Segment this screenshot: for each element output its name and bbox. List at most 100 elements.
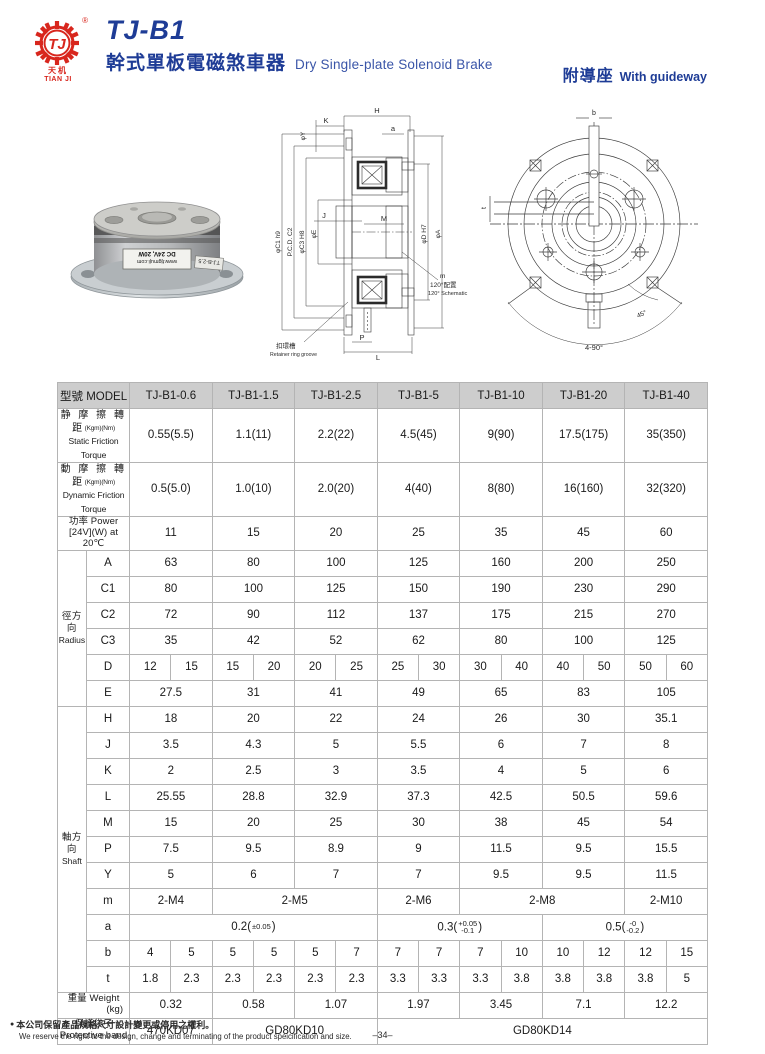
cell-weight-6: 12.2: [624, 991, 708, 1019]
cell-dynamic-5: 16(160): [541, 461, 626, 517]
cell-t-12: 3.8: [624, 965, 667, 993]
cell-static-0: 0.55(5.5): [129, 408, 213, 463]
cell-t-3: 2.3: [252, 965, 296, 993]
cell-M-3: 30: [376, 809, 461, 837]
cell-b-5: 7: [335, 939, 378, 967]
cell-E-6: 105: [624, 679, 708, 707]
footer-note-cn: 本公司保留產品規格尺寸設計變更或停用之權利。: [16, 1020, 215, 1030]
cell-a-0-tol: ±0.05: [252, 922, 271, 932]
dim-C2: C2: [85, 601, 131, 629]
table-row-C2: C2 72 90 112 137 175 215 270: [58, 601, 708, 629]
cell-M-6: 54: [624, 809, 708, 837]
cell-H-4: 26: [459, 705, 543, 733]
label-unit: (Kgm)(Nm): [84, 479, 116, 487]
cell-C1-1: 100: [211, 575, 296, 603]
cell-C1-6: 290: [624, 575, 708, 603]
cell-L-4: 42.5: [459, 783, 543, 811]
label-cn: 動 摩 擦 轉 距: [60, 463, 127, 489]
cell-weight-1: 0.58: [211, 991, 296, 1019]
cell-band-2: GD80KD14: [376, 1017, 709, 1045]
cell-a-1-base: 0.3(: [437, 921, 458, 934]
cell-K-3: 3.5: [376, 757, 461, 785]
dim-C1: C1: [85, 575, 131, 603]
cell-band-0: 470KD07: [129, 1017, 213, 1045]
dim-label-P: P: [359, 333, 364, 342]
cell-C2-6: 270: [624, 601, 708, 629]
svg-text:www.tjgmuji.com: www.tjgmuji.com: [136, 258, 178, 264]
cell-t-4: 2.3: [294, 965, 337, 993]
cell-J-2: 5: [294, 731, 378, 759]
specification-table: 型號 MODEL TJ-B1-0.6 TJ-B1-1.5 TJ-B1-2.5 T…: [56, 382, 709, 1045]
group-label-shaft: 軸方向 Shaft: [57, 705, 87, 993]
label-unit: (Kgm)(Nm): [84, 425, 116, 433]
cell-C2-1: 90: [211, 601, 296, 629]
note-m: m: [440, 273, 445, 280]
cell-b-3: 5: [252, 939, 296, 967]
cell-K-4: 4: [459, 757, 543, 785]
dim-M: M: [85, 809, 131, 837]
cell-m-3: 2-M8: [459, 887, 626, 915]
cell-M-4: 38: [459, 809, 543, 837]
cell-weight-2: 1.07: [294, 991, 378, 1019]
cell-a-2-close: ): [640, 921, 645, 934]
dim-label-b: b: [592, 110, 596, 117]
row-label-power: 功率 Power [24V](W) at 20℃: [56, 515, 131, 551]
cell-power-0: 11: [129, 515, 213, 551]
table-row-weight: 重量 Weight (kg) 0.32 0.58 1.07 1.97 3.45 …: [56, 991, 708, 1019]
cross-section-drawing: H K a J M P L φC1 h9 P.C.D. C2 φC3 H8 φE…: [252, 102, 470, 365]
page-header: TJ ® 天机 TIAN JI TJ-B1 幹式單板電磁煞車器 Dry Sing…: [0, 0, 765, 100]
cell-J-1: 4.3: [211, 731, 296, 759]
cell-a-2-tol: -0 -0.2: [626, 918, 640, 936]
cell-A-2: 100: [294, 549, 378, 577]
note-45deg: 45°: [636, 308, 649, 319]
cell-C1-0: 80: [129, 575, 213, 603]
cell-C2-4: 175: [459, 601, 543, 629]
cell-b-7: 7: [417, 939, 461, 967]
cell-b-6: 7: [376, 939, 419, 967]
dim-E: E: [85, 679, 131, 707]
cell-dynamic-6: 32(320): [624, 461, 708, 517]
cell-H-1: 20: [211, 705, 296, 733]
weight-unit: (kg): [106, 1004, 124, 1016]
trademark-icon: ®: [82, 16, 88, 25]
cell-dynamic-4: 8(80): [459, 461, 543, 517]
table-row-Y: Y 5 6 7 7 9.5 9.5 11.5: [58, 861, 708, 889]
logo-cn-text: 天机: [48, 66, 68, 75]
svg-text:TJ-B-2.5: TJ-B-2.5: [198, 257, 220, 265]
cell-K-0: 2: [129, 757, 213, 785]
table-row-t: t 1.8 2.3 2.3 2.3 2.3 2.3 3.3 3.3 3.3 3.…: [58, 965, 709, 993]
note-4x90: 4-90°: [585, 343, 603, 352]
subtitle-chinese: 幹式單板電磁煞車器: [106, 53, 287, 75]
cell-a-1-tol: +0.05 -0.1: [458, 918, 478, 936]
page-footer: ● 本公司保留產品規格尺寸設計變更或停用之權利。 We reserve the r…: [10, 1019, 755, 1043]
cell-a-1-close: ): [478, 921, 483, 934]
cell-power-1: 15: [211, 515, 296, 551]
cell-power-2: 20: [294, 515, 378, 551]
cell-P-6: 15.5: [624, 835, 708, 863]
cell-a-2-base: 0.5(: [605, 921, 626, 934]
cell-b-8: 7: [459, 939, 502, 967]
cell-P-1: 9.5: [211, 835, 296, 863]
dim-label-phiY: φY: [300, 131, 307, 140]
table-row-dynamic-torque: 動 摩 擦 轉 距(Kgm)(Nm) Dynamic Friction Torq…: [56, 461, 708, 517]
cell-K-5: 5: [541, 757, 626, 785]
cell-C2-2: 112: [294, 601, 378, 629]
cell-J-5: 7: [541, 731, 626, 759]
cell-M-0: 15: [129, 809, 213, 837]
label-en: Dynamic Friction Torque: [62, 490, 125, 514]
cell-C3-3: 62: [376, 627, 461, 655]
label-cn: 静 摩 擦 轉 距: [60, 410, 127, 435]
cell-Y-4: 9.5: [459, 861, 543, 889]
title-block: TJ-B1 幹式單板電磁煞車器 Dry Single-plate Solenoi…: [106, 14, 493, 75]
cell-K-1: 2.5: [211, 757, 296, 785]
cell-P-2: 8.9: [294, 835, 378, 863]
cell-power-6: 60: [624, 515, 708, 551]
dim-Y: Y: [85, 861, 131, 889]
guideway-label-en: With guideway: [619, 70, 707, 84]
cell-a-0-close: ): [271, 921, 276, 934]
table-row-protective-band: 保護袋子 Protective band 470KD07 GD80KD10 GD…: [56, 1017, 709, 1045]
header-model-1: TJ-B1-1.5: [211, 382, 296, 409]
cell-b-1: 5: [170, 939, 213, 967]
cell-dynamic-0: 0.5(5.0): [129, 461, 213, 517]
cell-C2-5: 215: [541, 601, 626, 629]
